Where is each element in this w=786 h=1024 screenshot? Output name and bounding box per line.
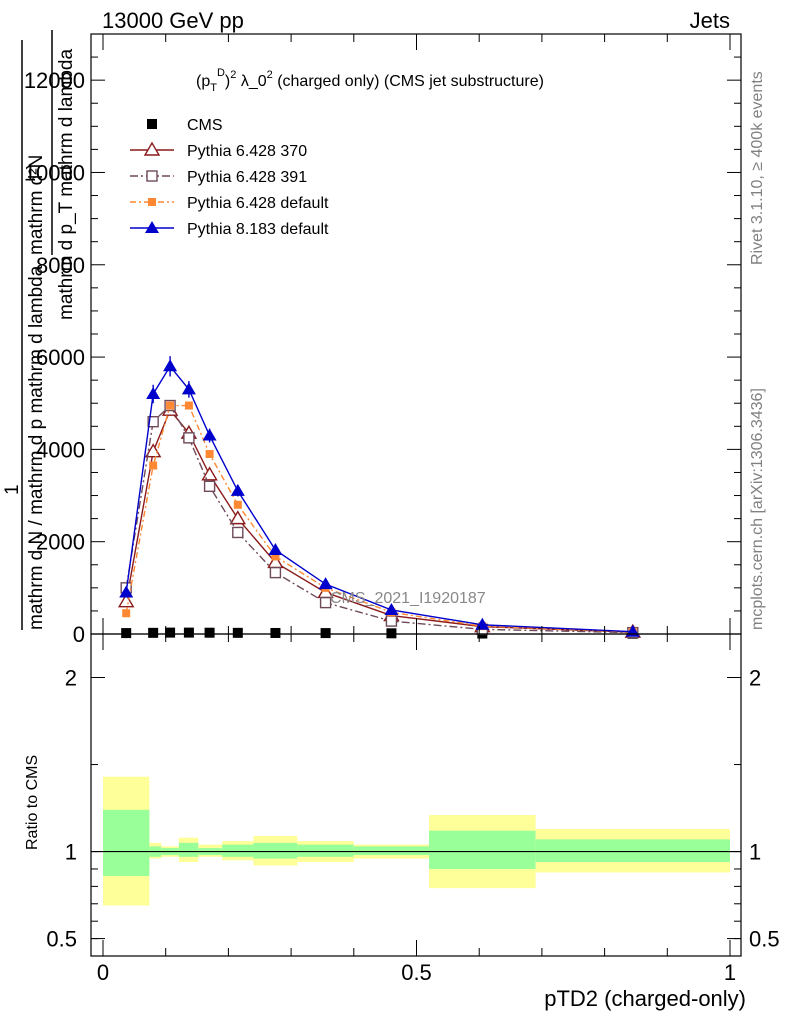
y-axis-label: mathrm d²N mathrm d p_T mathrm d lambda … [2, 30, 77, 630]
point-p391-5 [232, 526, 244, 539]
header-left: 13000 GeV pp [102, 8, 244, 33]
y-label-line-b: mathrm d p_T mathrm d lambda [56, 49, 77, 320]
point-p8def-8 [384, 603, 399, 615]
ratio-inner-band-9 [429, 830, 536, 869]
ratio-ytick-label-left-0: 0.5 [46, 927, 77, 952]
point-cms-3 [183, 627, 194, 638]
point-p6def-2 [166, 401, 175, 410]
point-cms-0 [121, 628, 132, 639]
mcplots-label: mcplots.cern.ch [arXiv:1306.3436] [749, 388, 766, 630]
point-p8def-3 [181, 382, 196, 395]
main-ytick-label-3: 6000 [36, 345, 85, 370]
point-p8def-4 [202, 428, 217, 441]
ratio-ylabel: Ratio to CMS [24, 755, 41, 850]
point-p391-1 [147, 415, 159, 428]
ratio-inner-band-7 [297, 844, 354, 857]
point-cms-6 [270, 627, 281, 638]
ratio-bands [103, 776, 730, 906]
x-axis-label: pTD2 (charged-only) [544, 986, 746, 1011]
point-p391-8 [385, 615, 398, 627]
header-right: Jets [690, 8, 730, 33]
ratio-inner-band-10 [535, 839, 730, 863]
legend-label-p8def: Pythia 8.183 default [187, 221, 329, 238]
ratio-ytick-label-left-1: 1 [65, 840, 77, 865]
analysis-label: CMS_2021_I1920187 [330, 590, 486, 607]
ratio-ytick-label-left-2: 2 [65, 666, 77, 691]
point-p8def-0 [119, 585, 134, 598]
point-p6def-6 [271, 552, 280, 561]
point-cms-5 [232, 627, 243, 638]
legend-marker-p370 [143, 141, 161, 156]
point-cms-1 [148, 627, 159, 638]
xtick-label-2: 1 [724, 960, 736, 985]
main-ytick-label-5: 10000 [24, 160, 85, 185]
point-p6def-4 [205, 450, 214, 458]
point-p6def-3 [184, 401, 193, 410]
legend-marker-cms [147, 119, 157, 129]
ratio-frame [90, 633, 742, 957]
legend-label-p370: Pythia 6.428 370 [187, 143, 307, 160]
point-cms-8 [386, 628, 397, 639]
y-label-line-a: mathrm d²N [26, 155, 47, 255]
legend-label-cms: CMS [187, 117, 223, 134]
point-p391-4 [203, 480, 216, 493]
ratio-inner-band-5 [222, 844, 254, 857]
point-p6def-1 [149, 461, 158, 470]
legend-marker-p8def [145, 221, 159, 233]
point-p391-7 [319, 596, 332, 609]
ratio-ytick-label-right-2: 2 [749, 666, 761, 691]
xtick-label-1: 0.5 [401, 960, 432, 985]
legend: CMS Pythia 6.428 370 Pythia 6.428 391 Pythi… [130, 117, 329, 238]
point-cms-2 [165, 627, 176, 638]
rivet-label: Rivet 3.1.10, ≥ 400k events [749, 71, 766, 265]
series-line-p6def [125, 404, 633, 633]
ratio-inner-band-6 [253, 842, 298, 859]
point-p370-4 [201, 466, 218, 481]
point-p370-5 [229, 510, 247, 525]
legend-marker-p6def [148, 198, 156, 206]
point-p8def-6 [268, 543, 283, 555]
point-p370-1 [144, 443, 162, 458]
point-cms-7 [320, 628, 331, 639]
plot-title: (pTD)2 λ_02 (charged only) (CMS jet subs… [196, 67, 544, 94]
point-p8def-5 [230, 483, 245, 496]
ratio-ytick-label-right-1: 1 [749, 840, 761, 865]
point-p8def-7 [318, 577, 333, 590]
main-ytick-label-6: 12000 [24, 68, 85, 93]
ratio-ytick-label-right-0: 0.5 [749, 927, 780, 952]
point-p8def-1 [146, 387, 161, 399]
main-ytick-label-4: 8000 [36, 253, 85, 278]
y-label-line-c: 1 [2, 484, 23, 495]
ratio-inner-band-8 [353, 846, 430, 856]
main-ytick-label-0: 0 [73, 622, 85, 647]
point-p8def-2 [163, 359, 178, 372]
point-p391-3 [183, 432, 195, 444]
legend-marker-p391 [146, 170, 158, 182]
point-p370-0 [117, 593, 135, 608]
xtick-label-0: 0 [97, 960, 109, 985]
main-ytick-label-1: 2000 [36, 530, 85, 555]
ratio-inner-band-0 [103, 809, 150, 876]
point-p391-6 [269, 566, 282, 579]
y-label-line-d: mathrm d N / mathrm d p mathrm d lambda [26, 265, 47, 630]
legend-label-p391: Pythia 6.428 391 [187, 169, 307, 186]
ratio-inner-band-3 [178, 842, 199, 857]
legend-label-p6def: Pythia 6.428 default [187, 195, 329, 212]
point-p6def-5 [233, 500, 242, 509]
point-p6def-0 [122, 609, 131, 618]
main-ytick-label-2: 4000 [36, 437, 85, 462]
point-cms-4 [204, 627, 215, 638]
